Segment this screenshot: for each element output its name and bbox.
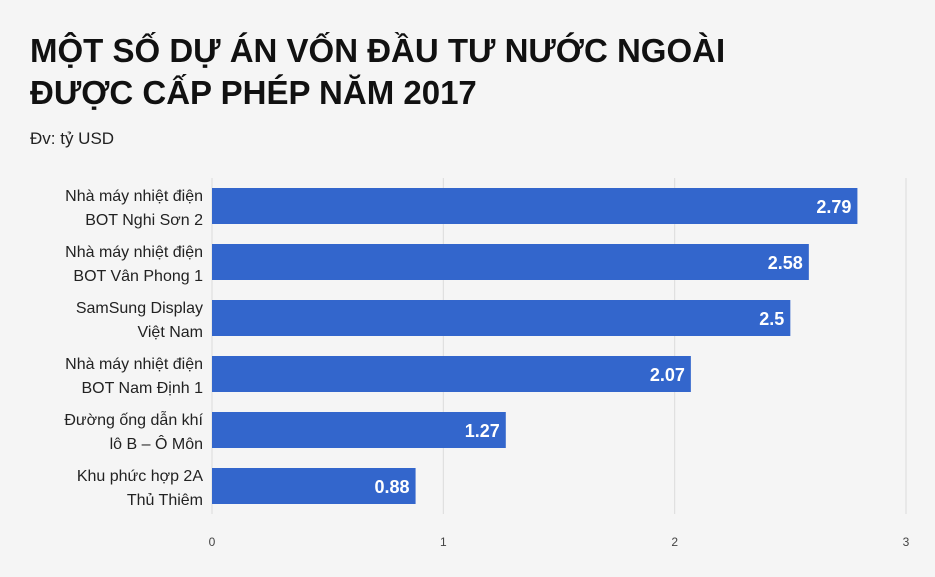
category-label: Đường ống dẫn khí: [64, 410, 203, 429]
bar: [212, 244, 809, 280]
value-label: 0.88: [375, 477, 410, 497]
x-tick-label: 0: [209, 535, 216, 549]
category-label: Thủ Thiêm: [127, 492, 203, 509]
chart-title: ĐƯỢC CẤP PHÉP NĂM 2017: [30, 74, 477, 111]
chart-title: MỘT SỐ DỰ ÁN VỐN ĐẦU TƯ NƯỚC NGOÀI: [30, 31, 725, 69]
category-label: BOT Nghi Sơn 2: [85, 212, 203, 229]
chart-subtitle: Đv: tỷ USD: [30, 129, 114, 148]
bar: [212, 300, 791, 336]
category-label: SamSung Display: [76, 300, 203, 317]
bar: [212, 188, 858, 224]
category-label: lô B – Ô Môn: [110, 434, 203, 453]
value-label: 2.58: [768, 253, 803, 273]
x-tick-label: 2: [671, 535, 678, 549]
value-label: 2.5: [759, 309, 784, 329]
x-tick-label: 3: [903, 535, 910, 549]
value-label: 2.07: [650, 365, 685, 385]
category-label: Nhà máy nhiệt điện: [65, 356, 203, 373]
value-label: 1.27: [465, 421, 500, 441]
x-tick-label: 1: [440, 535, 447, 549]
category-label: Việt Nam: [137, 324, 203, 341]
category-label: BOT Vân Phong 1: [73, 268, 203, 285]
category-label: Nhà máy nhiệt điện: [65, 244, 203, 261]
category-label: Khu phức hợp 2A: [77, 468, 204, 485]
bar: [212, 412, 506, 448]
category-label: BOT Nam Định 1: [81, 380, 203, 397]
category-label: Nhà máy nhiệt điện: [65, 188, 203, 205]
value-label: 2.79: [816, 197, 851, 217]
bar: [212, 356, 691, 392]
bar: [212, 468, 416, 504]
